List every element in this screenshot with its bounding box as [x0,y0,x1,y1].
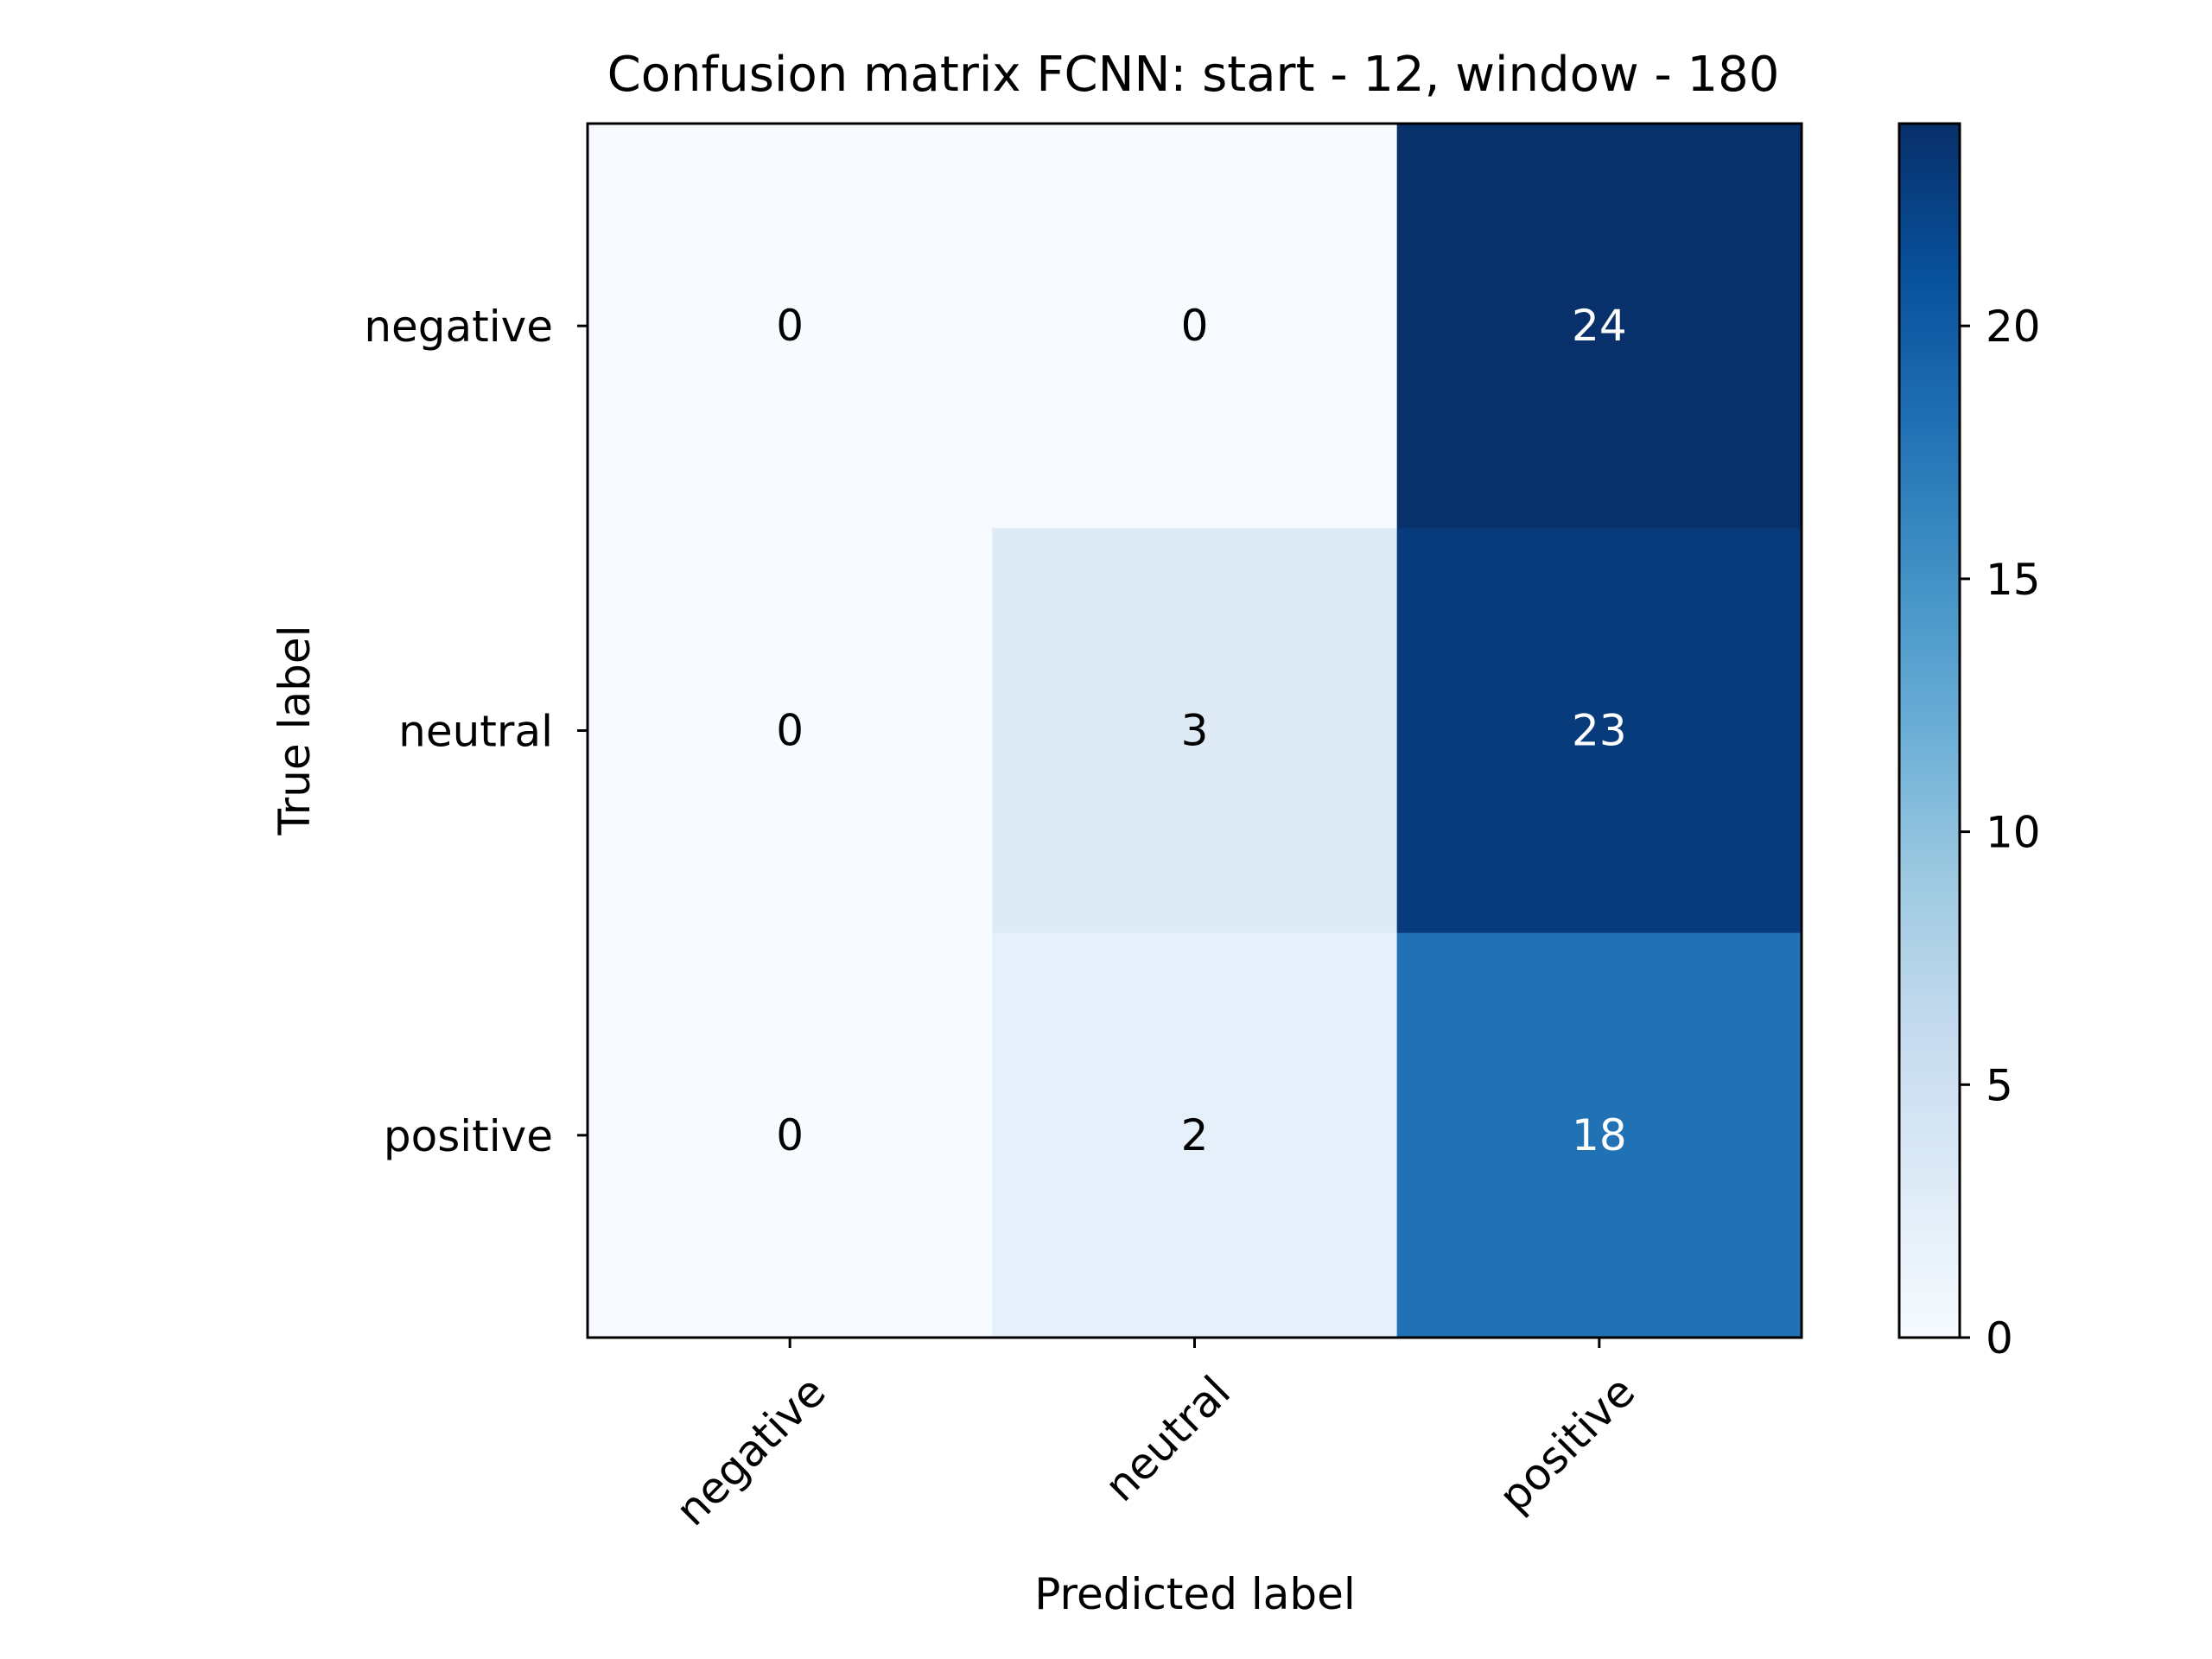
heatmap-cell [1396,932,1802,1338]
heatmap-cell [992,124,1398,529]
heatmap-cell [992,932,1398,1338]
colorbar-tick-label: 20 [1986,302,2041,352]
x-tick-label: negative [666,1366,836,1535]
cell-value-label: 2 [1181,1110,1209,1160]
colorbar-tick-label: 15 [1986,555,2041,605]
cell-value-label: 18 [1572,1110,1627,1160]
heatmap-cell [588,528,993,934]
heatmap-cells [588,124,1802,1338]
x-axis-label: Predicted label [1034,1569,1356,1619]
y-tick-label: positive [384,1111,553,1161]
heatmap-cell [992,528,1398,934]
x-tick-label: positive [1490,1366,1645,1522]
y-tick-label: negative [364,302,553,352]
colorbar-tick-label: 0 [1986,1313,2013,1363]
heatmap-cell [588,124,993,529]
chart-title: Confusion matrix FCNN: start - 12, windo… [607,47,1780,103]
heatmap-cell [1396,528,1802,934]
y-tick-label: neutral [398,707,553,757]
cell-value-label: 24 [1572,301,1627,351]
colorbar-tick-label: 5 [1986,1060,2013,1110]
cell-value-label: 3 [1181,706,1209,756]
cell-value-label: 0 [776,706,804,756]
x-tick-label: neutral [1096,1366,1240,1510]
cell-value-label: 23 [1572,706,1627,756]
colorbar-tick-label: 10 [1986,808,2041,858]
y-axis-label: True label [270,625,320,836]
cell-value-label: 0 [776,301,804,351]
heatmap-cell [1396,124,1802,529]
cell-value-label: 0 [776,1110,804,1160]
heatmap-cell [588,932,993,1338]
cell-value-labels: 0 0 24 0 3 23 0 2 18 [776,301,1626,1160]
colorbar [1899,124,1960,1338]
y-axis-ticks: negative neutral positive [364,302,588,1161]
x-axis-ticks: negative neutral positive [666,1338,1644,1535]
colorbar-ticks: 0 5 10 15 20 [1960,302,2041,1363]
cell-value-label: 0 [1181,301,1209,351]
colorbar-frame [1897,122,1961,1339]
